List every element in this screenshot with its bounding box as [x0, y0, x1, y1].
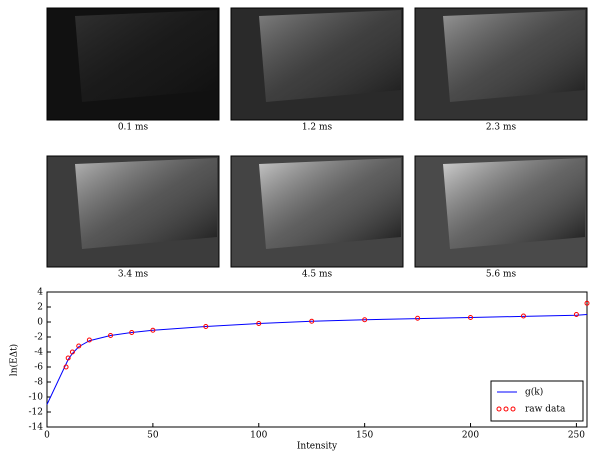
y-tick-label: -6 [34, 363, 43, 373]
photo-caption: 0.1 ms [118, 123, 149, 133]
y-tick-label: 2 [37, 303, 43, 313]
photo-window [75, 10, 217, 102]
y-tick-label: -4 [34, 348, 43, 358]
x-tick-label: 100 [250, 431, 267, 441]
x-axis-label: Intensity [297, 442, 338, 452]
y-tick-label: 4 [37, 288, 43, 298]
x-tick-label: 150 [356, 431, 373, 441]
y-tick-label: 0 [37, 318, 43, 328]
photo-window [75, 158, 217, 249]
legend-label: raw data [525, 405, 566, 415]
y-tick-label: -2 [34, 333, 43, 343]
y-tick-label: -12 [29, 408, 44, 418]
photo-caption: 1.2 ms [302, 123, 333, 133]
x-tick-label: 50 [147, 431, 159, 441]
photo-window [259, 158, 401, 249]
photo-caption: 2.3 ms [486, 123, 517, 133]
photo-caption: 4.5 ms [302, 270, 333, 280]
data-point [574, 313, 578, 317]
y-tick-label: -10 [29, 393, 44, 403]
x-tick-label: 0 [44, 431, 50, 441]
y-tick-label: -8 [34, 378, 43, 388]
photo-window [259, 10, 401, 102]
figure: Intensity ln(EΔt) 0.1 ms 1.2 ms 2.3 ms 3.4 … [0, 0, 592, 451]
y-axis-label: ln(EΔt) [9, 344, 20, 376]
x-tick-label: 250 [568, 431, 585, 441]
x-tick-label: 200 [462, 431, 479, 441]
y-tick-label: -14 [29, 423, 44, 433]
photo-window [443, 10, 585, 102]
photo-window [443, 158, 585, 249]
legend-label: g(k) [525, 387, 543, 398]
photo-caption: 3.4 ms [118, 270, 149, 280]
photo-caption: 5.6 ms [486, 270, 517, 280]
